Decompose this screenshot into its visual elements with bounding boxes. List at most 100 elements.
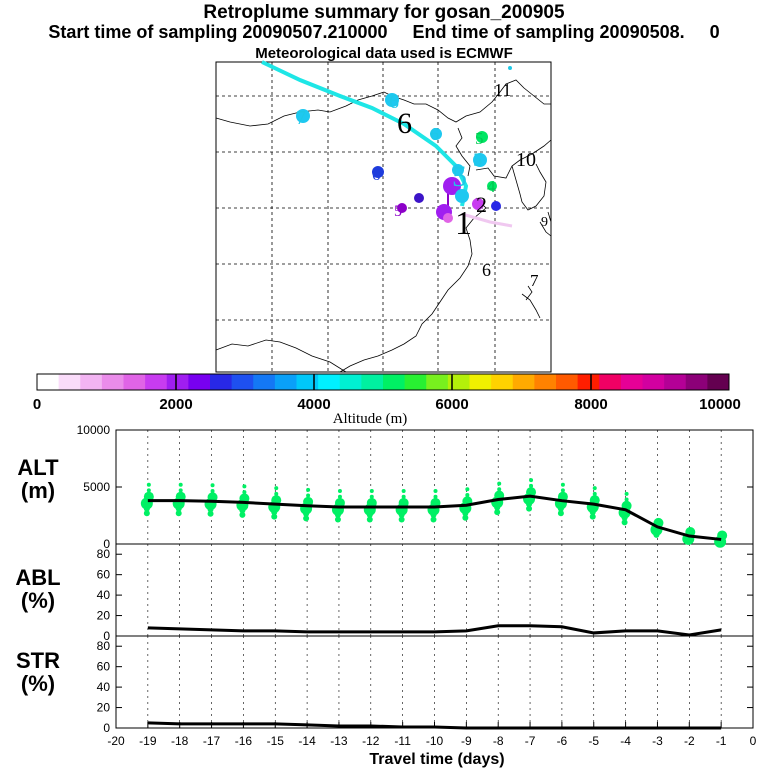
alt-point xyxy=(175,510,182,517)
colorbar-cell xyxy=(101,374,124,390)
alt-point xyxy=(621,514,628,521)
y-tick-label: 0 xyxy=(103,721,110,735)
x-tick-label: -19 xyxy=(139,734,157,748)
alt-point xyxy=(242,490,247,495)
x-tick-label: -8 xyxy=(493,734,504,748)
alt-point xyxy=(271,509,278,516)
alt-point xyxy=(529,478,534,483)
x-tick-label: -2 xyxy=(684,734,695,748)
map-day-label: 6 xyxy=(372,165,381,184)
map-day-label: 5 xyxy=(452,160,467,193)
y-tick-label: 80 xyxy=(97,639,111,653)
y-tick-label: 0 xyxy=(103,537,110,551)
colorbar-cell xyxy=(685,374,708,390)
time-series-panels: 0 5000 10000 0 20 40 60 80 0 20 40 60 80 ALT (m) AB… xyxy=(15,423,756,768)
alt-point xyxy=(210,488,215,493)
alt-point xyxy=(560,488,565,493)
met-data-line: Meteorological data used is ECMWF xyxy=(255,45,513,62)
coastlines-borders xyxy=(215,79,552,373)
x-axis-title: Travel time (days) xyxy=(369,751,504,768)
alt-point xyxy=(146,482,151,487)
alt-point xyxy=(239,507,246,514)
colorbar-cell xyxy=(37,374,60,390)
alt-point xyxy=(589,513,596,520)
alt-point xyxy=(557,510,564,517)
str-label: STR (%) xyxy=(16,648,60,696)
abl-series xyxy=(147,624,722,637)
colorbar-cell xyxy=(339,374,362,390)
colorbar-cell xyxy=(231,374,254,390)
alt-point xyxy=(143,510,150,517)
colorbar-tick-8000: 8000 xyxy=(574,396,607,413)
alt-point xyxy=(433,494,438,499)
colorbar-cell xyxy=(707,374,730,390)
abl-label: ABL (%) xyxy=(15,565,60,613)
alt-point xyxy=(274,486,279,491)
alt-point xyxy=(178,488,183,493)
alt-point xyxy=(621,519,628,526)
alt-point xyxy=(430,511,437,518)
alt-point xyxy=(462,510,469,517)
x-tick-label: -11 xyxy=(394,734,411,748)
alt-point xyxy=(366,511,373,518)
y-tick-label: 5000 xyxy=(83,480,110,494)
colorbar-cell xyxy=(145,374,168,390)
y-tick-label: 60 xyxy=(97,660,111,674)
colorbar-cell xyxy=(447,374,470,390)
abl-y-ticks: 0 20 40 60 80 xyxy=(97,547,753,643)
colorbar-cell xyxy=(426,374,449,390)
colorbar-cell xyxy=(58,374,81,390)
map-day-label: 6 xyxy=(397,107,412,140)
alt-point xyxy=(366,516,373,523)
colorbar-cell xyxy=(642,374,665,390)
alt-point xyxy=(306,487,311,492)
x-tick-label: -16 xyxy=(235,734,253,748)
colorbar-cell xyxy=(620,374,643,390)
alt-point xyxy=(303,515,310,522)
colorbar-cell xyxy=(296,374,319,390)
alt-point xyxy=(494,504,501,511)
alt-point xyxy=(398,516,405,523)
map-day-label: 1 xyxy=(455,205,472,242)
colorbar-tick-6000: 6000 xyxy=(435,396,468,413)
alt-point xyxy=(497,481,502,486)
x-tick-label: -13 xyxy=(330,734,348,748)
colorbar-tick-0: 0 xyxy=(33,396,41,413)
colorbar-cell xyxy=(188,374,211,390)
alt-point xyxy=(306,493,311,498)
map-day-label: 11 xyxy=(494,80,511,100)
alt-point xyxy=(401,494,406,499)
map-day-label: 5 xyxy=(473,150,483,171)
alt-point xyxy=(465,492,470,497)
x-tick-label: -17 xyxy=(203,734,221,748)
alt-point xyxy=(178,482,183,487)
colorbar-cell xyxy=(253,374,276,390)
alt-point xyxy=(529,483,534,488)
alt-point xyxy=(398,511,405,518)
x-tick-label: -18 xyxy=(171,734,189,748)
alt-point xyxy=(242,484,247,489)
x-tick-label: -5 xyxy=(588,734,599,748)
panel-gridlines xyxy=(147,430,722,728)
alt-y-ticks: 0 5000 10000 xyxy=(77,423,753,551)
colorbar-tick-10000: 10000 xyxy=(699,396,741,413)
colorbar-cell xyxy=(383,374,406,390)
alt-point xyxy=(560,482,565,487)
alt-point xyxy=(624,497,629,502)
alt-point xyxy=(497,487,502,492)
alt-point xyxy=(274,491,279,496)
altitude-colorbar: 0 2000 4000 6000 8000 10000 Altitude (m) xyxy=(33,373,741,427)
alt-point xyxy=(494,509,501,516)
colorbar-cell xyxy=(318,374,341,390)
map-day-label: 5 xyxy=(394,203,402,220)
x-tick-label: -1 xyxy=(716,734,727,748)
alt-point xyxy=(401,488,406,493)
alt-point xyxy=(271,513,278,520)
map-day-label: 7 xyxy=(530,271,539,290)
plot-title: Retroplume summary for gosan_200905 xyxy=(203,2,565,23)
x-tick-label: -6 xyxy=(557,734,568,748)
alt-point xyxy=(207,510,214,517)
alt-point xyxy=(653,531,660,538)
alt-point xyxy=(589,509,596,516)
